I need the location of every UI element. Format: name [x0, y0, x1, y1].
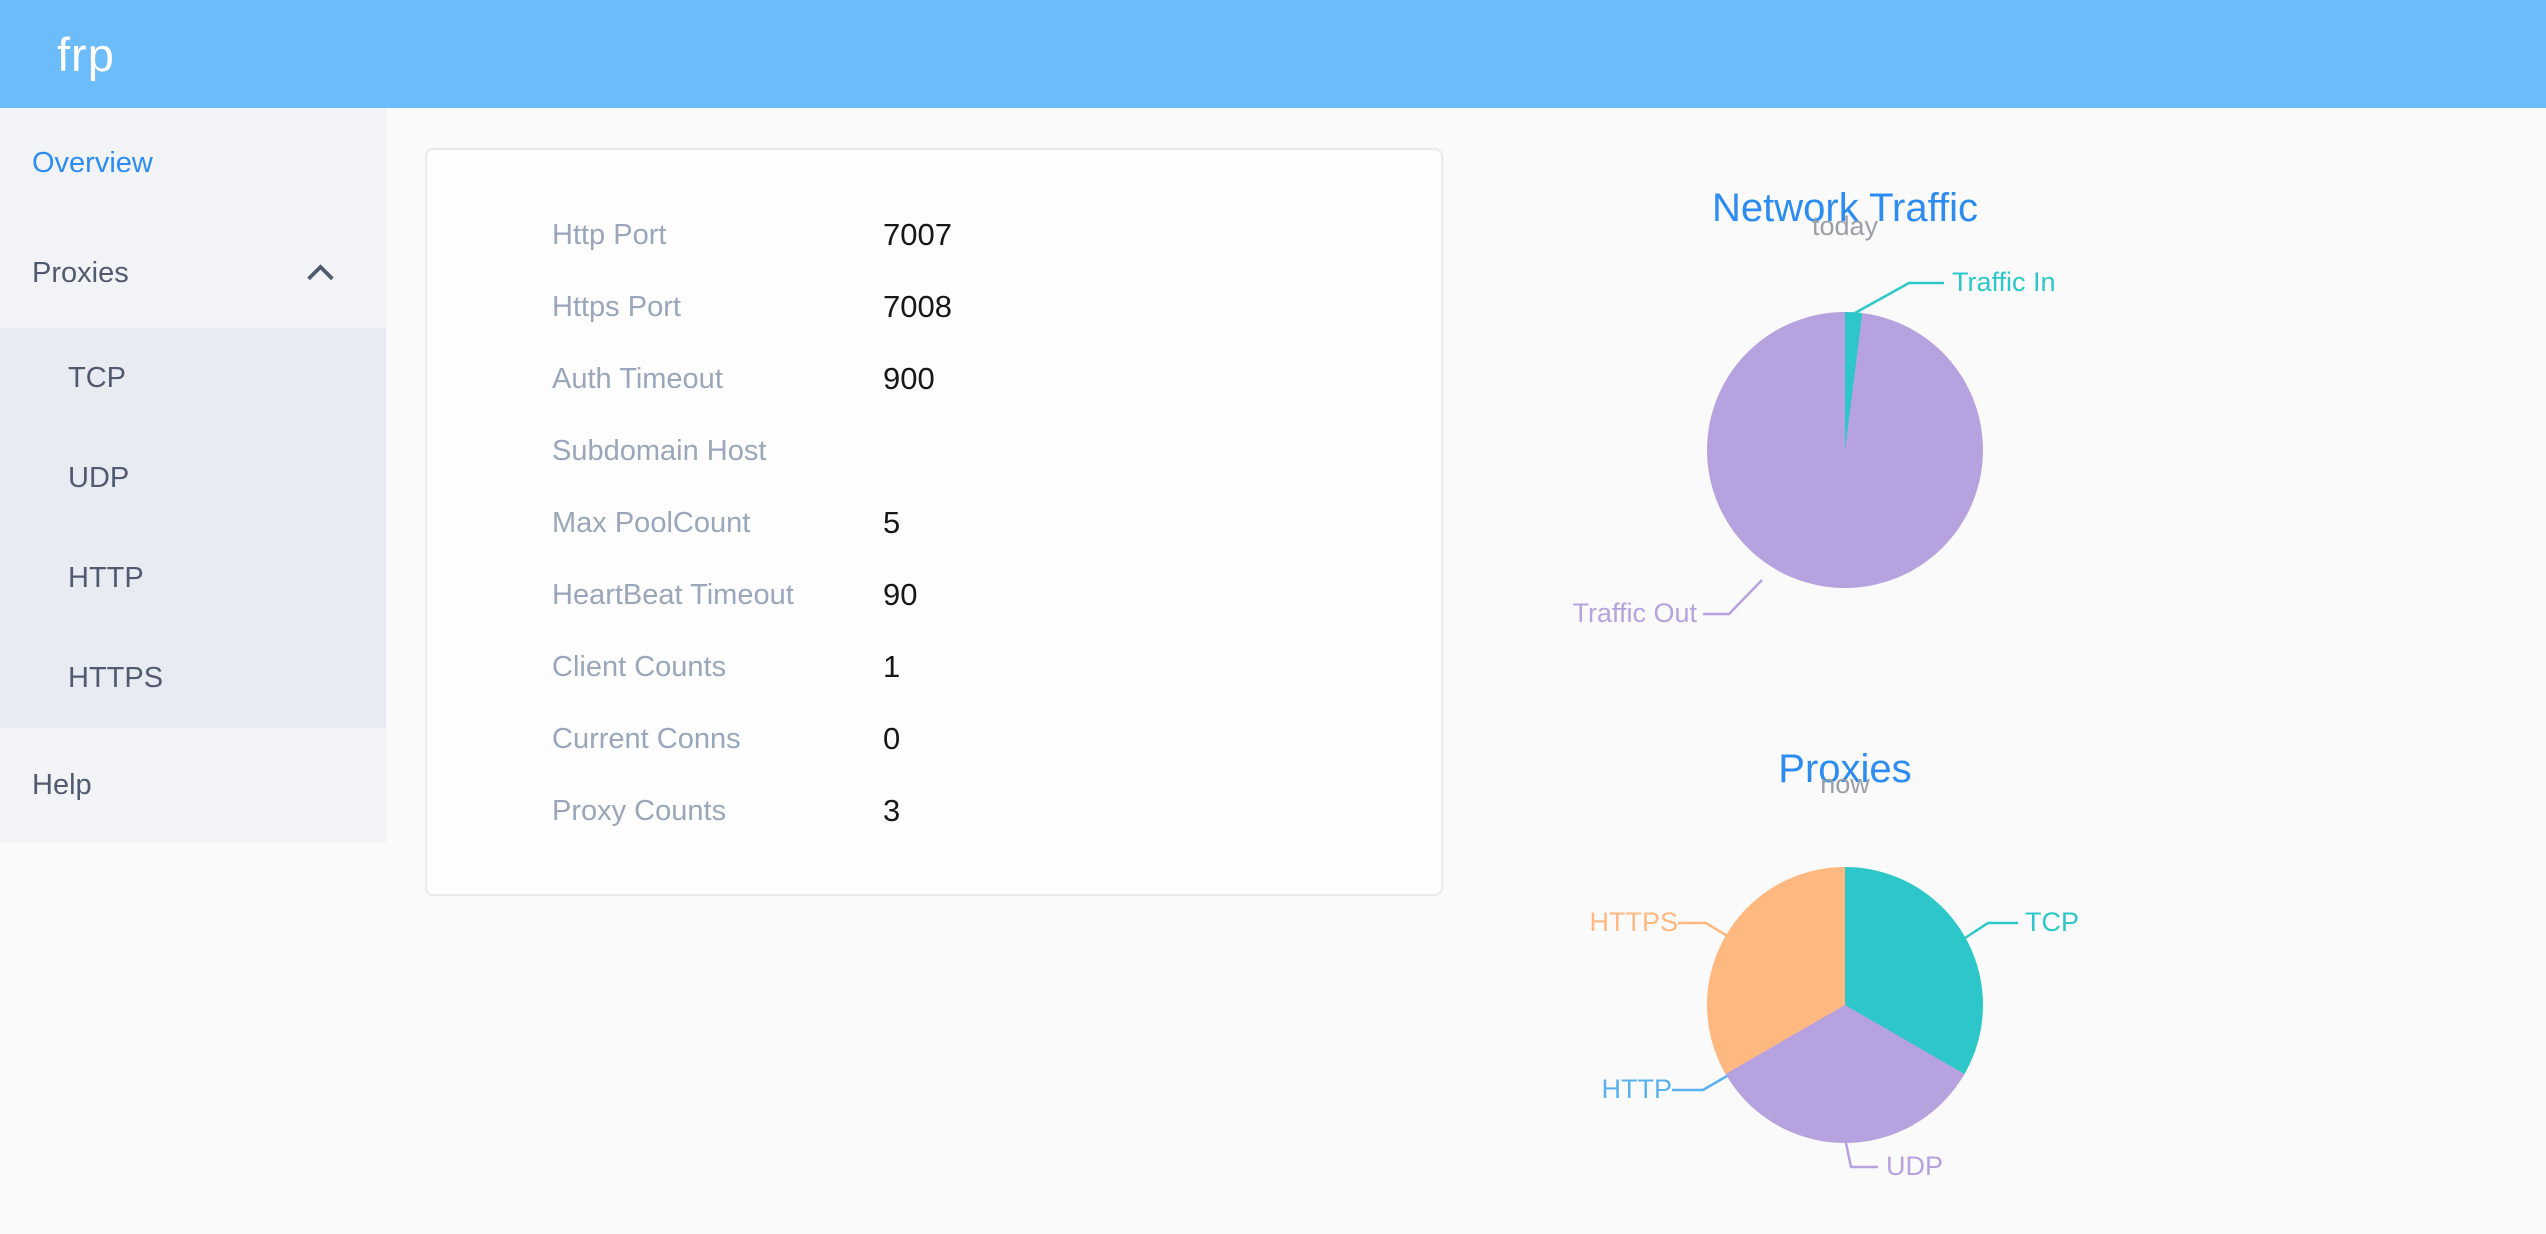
config-value: 0: [883, 721, 901, 756]
sidebar-item-overview[interactable]: Overview: [0, 108, 386, 218]
sidebar-submenu: TCP UDP HTTP HTTPS: [0, 328, 386, 728]
config-row-subdomain-host: Subdomain Host: [427, 415, 1441, 487]
pie-label-tcp: TCP: [2025, 906, 2079, 937]
sidebar: Overview Proxies TCP UDP HTTP HTTPS Help: [0, 108, 386, 843]
pie-label-http: HTTP: [1601, 1073, 1673, 1104]
config-label: Auth Timeout: [552, 362, 723, 395]
pie-label-udp: UDP: [1886, 1150, 1944, 1181]
config-value: 7008: [883, 289, 952, 324]
proxies-subtitle: now: [1820, 769, 1870, 799]
config-value: 3: [883, 793, 901, 828]
frp-logo: frp: [57, 27, 115, 81]
sidebar-item-label: HTTP: [68, 561, 144, 594]
chevron-up-icon: [307, 263, 334, 291]
network-traffic-subtitle: today: [1811, 211, 1879, 241]
pie-label-traffic-out: Traffic Out: [1572, 597, 1697, 628]
sidebar-item-label: Overview: [32, 146, 153, 179]
config-row-max-poolcount: Max PoolCount 5: [427, 487, 1441, 559]
config-label: Max PoolCount: [552, 506, 751, 539]
pie-label-https: HTTPS: [1589, 906, 1678, 937]
config-row-proxy-counts: Proxy Counts 3: [427, 775, 1441, 847]
config-value: 900: [883, 361, 935, 396]
config-label: Client Counts: [552, 650, 727, 683]
sidebar-item-https[interactable]: HTTPS: [0, 628, 386, 728]
sidebar-item-proxies[interactable]: Proxies: [0, 218, 386, 328]
config-value: 1: [883, 649, 901, 684]
sidebar-item-label: UDP: [68, 461, 130, 494]
config-label: Https Port: [552, 290, 681, 323]
network-traffic-pie[interactable]: [1707, 312, 1983, 588]
app-header: frp: [0, 0, 2546, 108]
config-value: 5: [883, 505, 901, 540]
config-label: Http Port: [552, 218, 667, 251]
sidebar-item-label: TCP: [68, 361, 126, 394]
sidebar-item-label: Proxies: [32, 256, 129, 289]
pie-label-traffic-in: Traffic In: [1952, 266, 2056, 297]
proxies-title: Proxies: [1778, 747, 1912, 792]
sidebar-item-help[interactable]: Help: [0, 728, 386, 843]
config-row-current-conns: Current Conns 0: [427, 703, 1441, 775]
sidebar-item-label: HTTPS: [68, 661, 164, 694]
network-traffic-title: Network Traffic: [1712, 186, 1978, 231]
config-row-http-port: Http Port 7007: [427, 199, 1441, 271]
config-row-heartbeat-timeout: HeartBeat Timeout 90: [427, 559, 1441, 631]
config-value: 7007: [883, 217, 952, 252]
config-label: Proxy Counts: [552, 794, 727, 827]
proxies-pie[interactable]: [1707, 867, 1983, 1143]
config-label: Current Conns: [552, 722, 741, 755]
config-row-auth-timeout: Auth Timeout 900: [427, 343, 1441, 415]
sidebar-item-udp[interactable]: UDP: [0, 428, 386, 528]
sidebar-item-http[interactable]: HTTP: [0, 528, 386, 628]
config-row-client-counts: Client Counts 1: [427, 631, 1441, 703]
config-label: Subdomain Host: [552, 434, 767, 467]
sidebar-item-label: Help: [32, 769, 92, 801]
server-info-card: Http Port 7007 Https Port 7008 Auth Time…: [425, 148, 1443, 896]
config-row-https-port: Https Port 7008: [427, 271, 1441, 343]
config-label: HeartBeat Timeout: [552, 578, 794, 611]
config-value: 90: [883, 577, 918, 612]
sidebar-item-tcp[interactable]: TCP: [0, 328, 386, 428]
